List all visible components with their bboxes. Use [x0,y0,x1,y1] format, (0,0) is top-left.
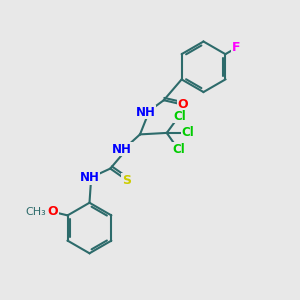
Text: NH: NH [112,143,132,156]
Text: O: O [47,205,58,218]
Text: S: S [122,174,131,187]
Text: Cl: Cl [173,143,186,156]
Text: NH: NH [80,171,99,184]
Text: Cl: Cl [174,110,187,123]
Text: NH: NH [136,106,156,118]
Text: F: F [232,41,240,54]
Text: O: O [178,98,188,111]
Text: CH₃: CH₃ [26,207,46,217]
Text: Cl: Cl [181,126,194,140]
